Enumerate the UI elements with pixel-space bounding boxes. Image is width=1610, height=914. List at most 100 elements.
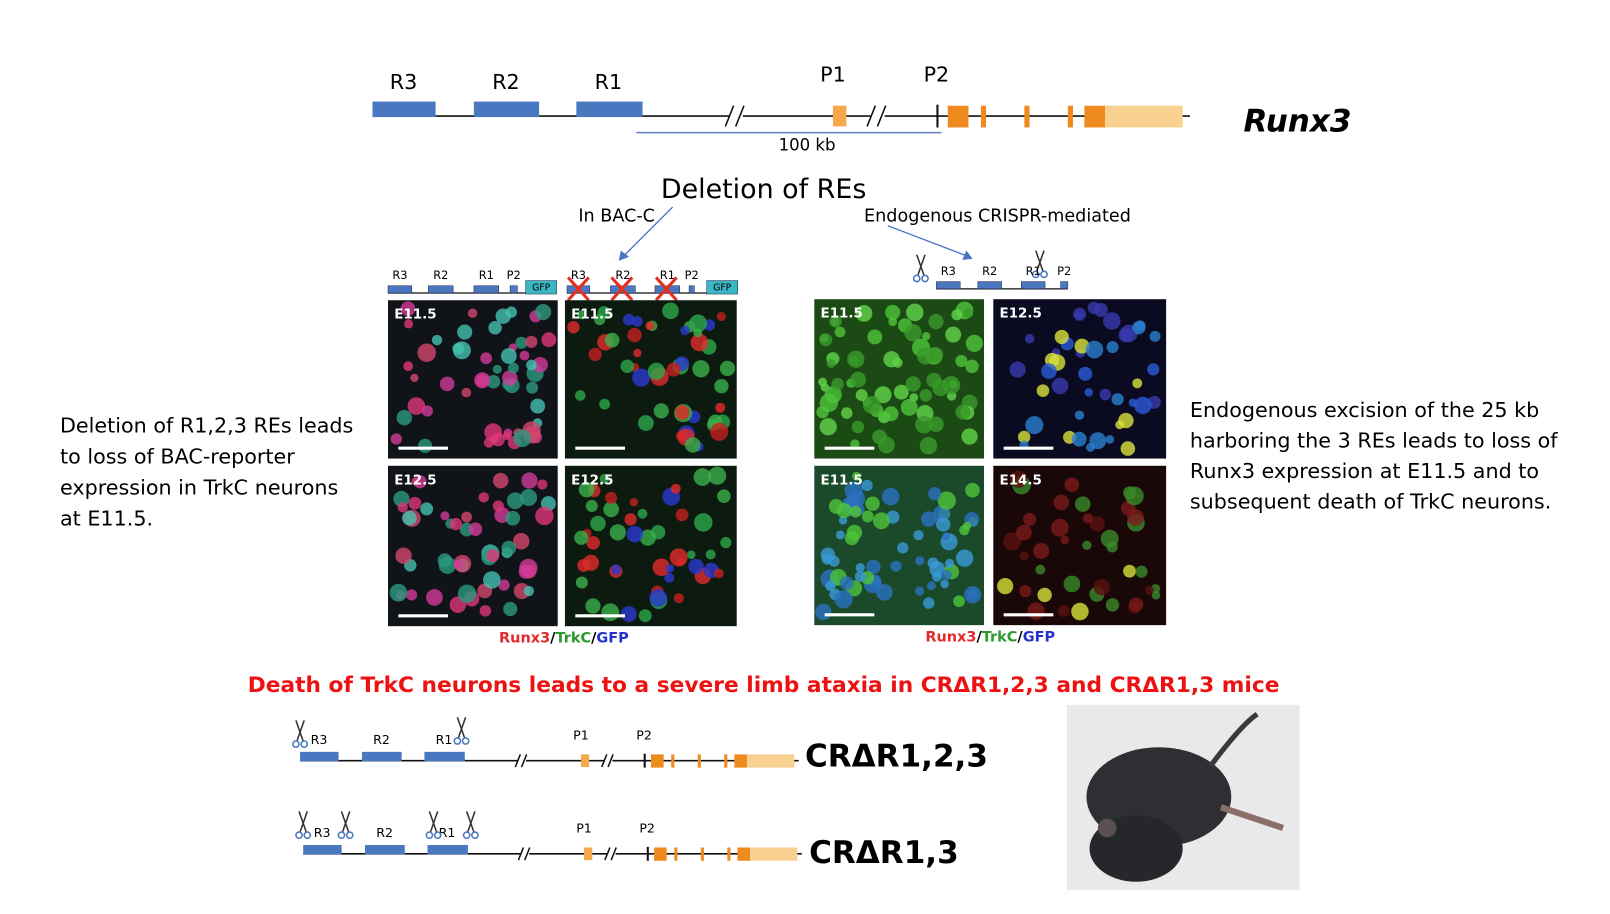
cell xyxy=(1027,602,1045,620)
cell xyxy=(407,397,426,415)
break-mark xyxy=(604,847,611,861)
regulatory-element xyxy=(576,101,643,118)
construct-label: R1 xyxy=(479,268,494,282)
arrow xyxy=(622,206,674,258)
exon xyxy=(734,754,747,768)
construct-label: R3 xyxy=(941,264,956,278)
cell xyxy=(632,316,643,327)
cell xyxy=(1147,363,1160,376)
cell xyxy=(1051,377,1069,395)
cell xyxy=(402,510,417,526)
cell xyxy=(914,586,925,596)
cell xyxy=(919,436,938,455)
cell xyxy=(624,513,637,526)
cell xyxy=(690,333,709,352)
cell xyxy=(413,475,427,489)
cell xyxy=(872,512,890,530)
construct-box xyxy=(936,281,961,290)
cell xyxy=(900,398,918,416)
cell xyxy=(601,603,620,622)
micrograph xyxy=(564,300,737,459)
cell xyxy=(1086,442,1096,452)
gene-label: R2 xyxy=(376,825,393,840)
scissors-blade xyxy=(340,811,350,833)
cell xyxy=(710,422,729,441)
stage-label: E11.5 xyxy=(821,473,863,488)
construct-label: P2 xyxy=(1057,264,1071,278)
cell xyxy=(664,572,675,583)
scissors xyxy=(1031,250,1048,279)
exon xyxy=(1067,105,1073,128)
scissors-handle xyxy=(300,740,309,749)
scissors xyxy=(425,811,442,840)
cell xyxy=(483,571,501,589)
cell xyxy=(597,306,611,320)
cell xyxy=(397,502,408,513)
cell xyxy=(1135,565,1148,578)
cell xyxy=(1103,312,1121,330)
cell xyxy=(850,439,860,449)
cell xyxy=(1087,301,1100,314)
cell xyxy=(928,416,944,433)
cell xyxy=(530,398,546,414)
bac-label: In BAC-C xyxy=(578,206,655,226)
cell xyxy=(1050,518,1069,537)
scissors-handle xyxy=(921,274,929,283)
cell xyxy=(519,558,538,578)
regulatory-element xyxy=(372,101,436,118)
cell xyxy=(713,568,724,579)
scissors-handle xyxy=(1040,270,1048,279)
deletion-x xyxy=(610,276,634,302)
cell xyxy=(505,306,517,318)
cell xyxy=(577,559,590,572)
cell xyxy=(921,511,937,527)
cell xyxy=(865,496,880,511)
legend-item: Runx3 xyxy=(925,630,976,646)
legend-item: GFP xyxy=(596,631,629,647)
scissors-blade xyxy=(466,811,476,833)
break-mark xyxy=(724,105,735,127)
cell xyxy=(928,487,942,501)
exon xyxy=(1024,105,1030,128)
cell xyxy=(420,502,434,516)
cell xyxy=(716,311,726,322)
construct-label: R1 xyxy=(660,268,675,282)
exon xyxy=(947,105,969,128)
cell xyxy=(1033,542,1050,559)
cell xyxy=(500,348,517,364)
cell xyxy=(405,589,418,601)
cell xyxy=(652,558,671,577)
scissors-blade xyxy=(916,254,925,276)
gene-label: R2 xyxy=(373,732,390,747)
cell xyxy=(586,536,600,550)
cell xyxy=(1019,585,1032,598)
cell xyxy=(965,334,983,352)
cell xyxy=(457,324,473,340)
scissors-handle xyxy=(295,831,303,840)
cell xyxy=(862,395,881,414)
cell xyxy=(1085,340,1104,359)
cell xyxy=(633,348,642,358)
cell xyxy=(829,314,842,328)
break-mark xyxy=(520,754,528,768)
cell xyxy=(492,364,502,374)
cell xyxy=(567,321,580,334)
cell xyxy=(1003,532,1022,551)
cell xyxy=(440,511,450,521)
cell xyxy=(854,570,866,583)
cell xyxy=(609,524,626,541)
mouse-photo xyxy=(1066,704,1300,891)
gene-label: P2 xyxy=(639,821,655,836)
cell xyxy=(963,308,974,318)
cell xyxy=(479,605,492,617)
cell xyxy=(492,500,504,512)
scissors-blade xyxy=(1036,250,1045,272)
construct-box xyxy=(387,285,413,294)
regulatory-element xyxy=(361,751,402,762)
cell xyxy=(1128,597,1144,612)
legend: Runx3/TrkC/GFP xyxy=(925,630,1055,646)
cell xyxy=(638,609,652,623)
cell xyxy=(588,347,602,361)
cell xyxy=(461,511,473,523)
